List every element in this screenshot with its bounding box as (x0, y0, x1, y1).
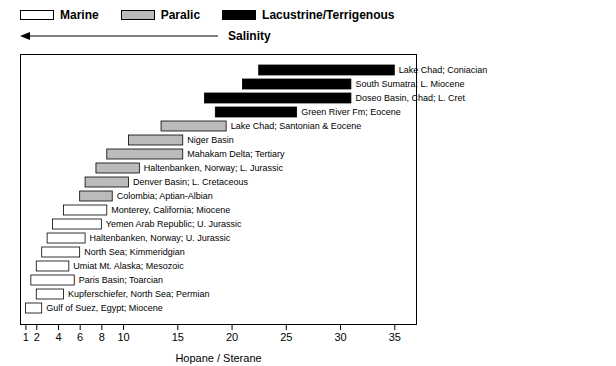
svg-text:Kupferschiefer, North Sea; Per: Kupferschiefer, North Sea; Permian (68, 289, 210, 299)
svg-text:Mahakam Delta; Tertiary: Mahakam Delta; Tertiary (187, 149, 285, 159)
svg-text:Doseo Basin, Chad; L. Cret: Doseo Basin, Chad; L. Cret (355, 93, 465, 103)
svg-text:8: 8 (99, 331, 105, 343)
svg-text:20: 20 (226, 331, 238, 343)
svg-text:Niger Basin: Niger Basin (187, 135, 234, 145)
svg-text:Lake Chad; Santonian & Eocene: Lake Chad; Santonian & Eocene (231, 121, 362, 131)
svg-text:Denver Basin; L. Cretaceous: Denver Basin; L. Cretaceous (133, 177, 249, 187)
svg-text:Hopane / Sterane: Hopane / Sterane (175, 352, 261, 364)
svg-text:2: 2 (34, 331, 40, 343)
html-text:Marine: Marine (60, 8, 99, 22)
svg-text:6: 6 (77, 331, 83, 343)
html-text:Paralic: Paralic (160, 8, 201, 22)
svg-text:Green River Fm; Eocene: Green River Fm; Eocene (301, 107, 401, 117)
svg-text:30: 30 (334, 331, 346, 343)
svg-text:4: 4 (55, 331, 61, 343)
svg-text:Colombia; Aptian-Albian: Colombia; Aptian-Albian (117, 191, 213, 201)
svg-text:35: 35 (389, 331, 401, 343)
svg-text:Monterey, California; Miocene: Monterey, California; Miocene (111, 205, 230, 215)
svg-text:Paris Basin; Toarcian: Paris Basin; Toarcian (79, 275, 163, 285)
svg-text:Lake Chad; Coniacian: Lake Chad; Coniacian (399, 65, 488, 75)
svg-text:Haltenbanken, Norway; U. Juras: Haltenbanken, Norway; U. Jurassic (90, 233, 231, 243)
svg-text:Haltenbanken, Norway; L. Juras: Haltenbanken, Norway; L. Jurassic (144, 163, 284, 173)
svg-text:10: 10 (117, 331, 129, 343)
svg-text:15: 15 (172, 331, 184, 343)
svg-text:Umiat Mt. Alaska; Mesozoic: Umiat Mt. Alaska; Mesozoic (73, 261, 184, 271)
html-text:Salinity: Salinity (228, 29, 271, 43)
svg-text:North Sea; Kimmeridgian: North Sea; Kimmeridgian (84, 247, 185, 257)
svg-text:South Sumatra; L. Miocene: South Sumatra; L. Miocene (355, 79, 464, 89)
svg-text:25: 25 (280, 331, 292, 343)
html-text:Lacustrine/Terrigenous: Lacustrine/Terrigenous (262, 8, 395, 22)
svg-text:Gulf of Suez, Egypt; Miocene: Gulf of Suez, Egypt; Miocene (46, 303, 163, 313)
svg-text:Yemen Arab Republic; U. Jurass: Yemen Arab Republic; U. Jurassic (106, 219, 242, 229)
svg-text:1: 1 (23, 331, 29, 343)
